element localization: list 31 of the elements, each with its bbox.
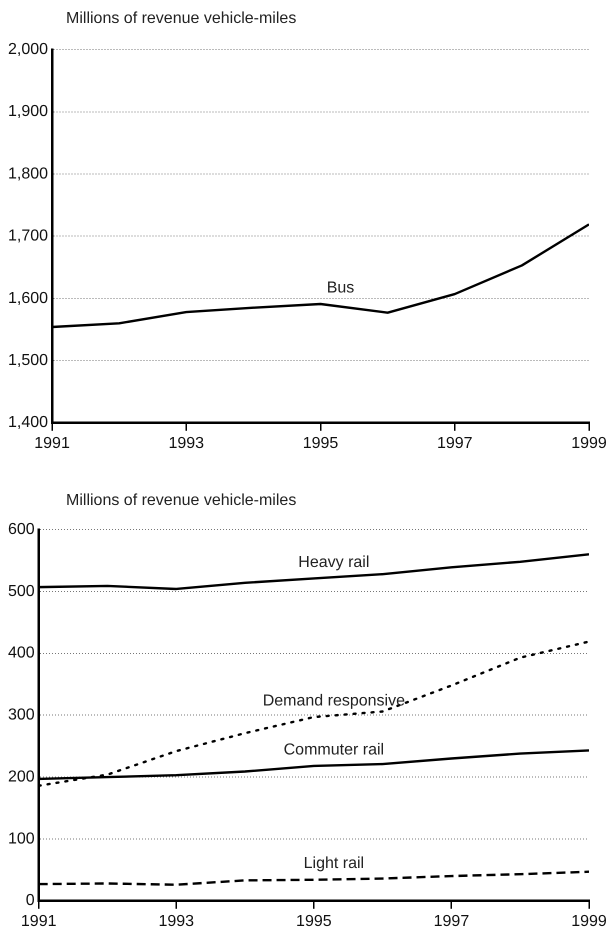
series-label: Demand responsive xyxy=(262,692,406,710)
y-tick-label: 1,900 xyxy=(8,103,48,120)
series-label: Heavy rail xyxy=(298,554,370,571)
x-tick-label: 1991 xyxy=(20,912,57,930)
y-tick-label: 300 xyxy=(8,706,35,724)
y-tick-label: 1,700 xyxy=(8,228,48,245)
series-label: Bus xyxy=(326,279,354,296)
x-tick-label: 1997 xyxy=(434,912,470,930)
y-tick-label: 1,800 xyxy=(8,165,48,182)
y-tick-label: 0 xyxy=(26,892,35,910)
y-tick-label: 1,400 xyxy=(8,414,48,432)
series-label: Commuter rail xyxy=(284,741,384,758)
x-tick-label: 1999 xyxy=(571,434,607,452)
x-tick-label: 1993 xyxy=(168,434,204,452)
y-tick-label: 200 xyxy=(8,768,35,786)
x-tick-label: 1997 xyxy=(436,434,473,452)
y-tick-label: 600 xyxy=(8,521,35,538)
series-label: Light rail xyxy=(304,855,364,872)
x-tick-label: 1991 xyxy=(34,434,70,452)
y-tick-label: 400 xyxy=(8,644,35,662)
y-tick-label: 1,500 xyxy=(8,352,48,370)
x-tick-label: 1995 xyxy=(296,912,332,930)
x-tick-label: 1993 xyxy=(158,912,194,930)
y-tick-label: 100 xyxy=(8,830,35,848)
y-tick-label: 1,600 xyxy=(8,290,48,307)
y-axis-title: Millions of revenue vehicle-miles xyxy=(65,491,298,511)
y-tick-label: 500 xyxy=(8,582,35,600)
x-tick-label: 1995 xyxy=(302,434,338,452)
x-tick-label: 1999 xyxy=(571,912,607,930)
y-axis-title: Millions of revenue vehicle-miles xyxy=(65,9,298,29)
y-tick-label: 2,000 xyxy=(8,41,48,58)
